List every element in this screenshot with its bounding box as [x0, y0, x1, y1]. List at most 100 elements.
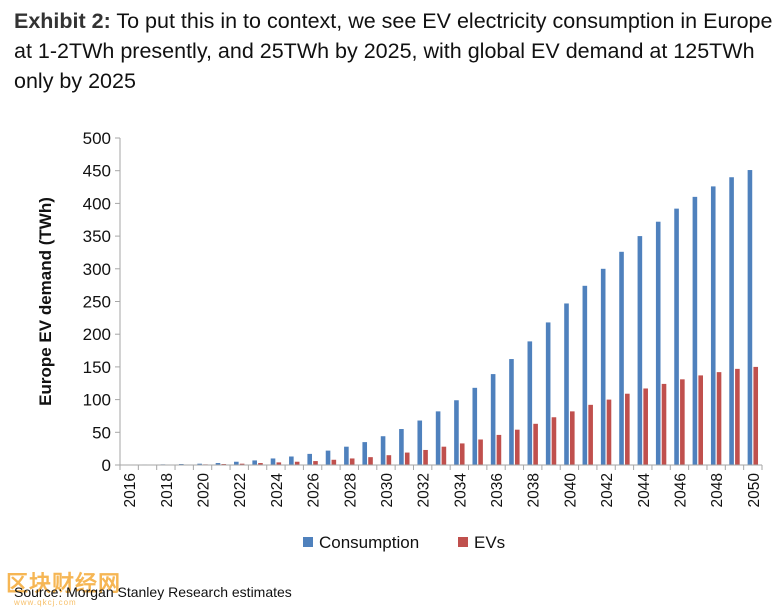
bar-evs-2029	[368, 457, 373, 465]
y-tick-label: 500	[83, 129, 111, 148]
bar-evs-2030	[386, 455, 392, 465]
bar-consumption-2033	[435, 411, 441, 465]
bar-evs-2027	[331, 459, 337, 465]
y-tick-label: 200	[83, 325, 111, 344]
x-tick-label-2038: 2038	[526, 473, 543, 507]
bar-evs-2045	[661, 383, 667, 465]
bar-consumption-2048	[710, 186, 716, 465]
bar-evs-2032	[423, 449, 428, 465]
bar-consumption-2038	[527, 341, 533, 465]
bar-consumption-2026	[307, 453, 312, 465]
bar-consumption-2040	[564, 303, 569, 465]
x-tick-label-2018: 2018	[159, 473, 176, 507]
bar-evs-2044	[643, 388, 648, 465]
bar-consumption-2037	[509, 359, 514, 465]
legend-evs-label: EVs	[474, 533, 505, 552]
bar-consumption-2025	[289, 456, 294, 465]
x-tick-label-2030: 2030	[379, 473, 396, 508]
bar-consumption-2032	[417, 420, 423, 465]
bar-evs-2031	[404, 452, 410, 465]
bar-evs-2026	[313, 461, 318, 465]
bar-evs-2022	[239, 463, 245, 465]
bar-consumption-2035	[472, 387, 478, 465]
bar-evs-2033	[441, 446, 447, 465]
bar-consumption-2047	[692, 196, 698, 466]
bar-consumption-2027	[325, 450, 331, 465]
x-tick-label-2042: 2042	[599, 473, 616, 507]
legend-evs-swatch	[458, 537, 468, 547]
y-tick-label: 0	[102, 456, 111, 475]
bar-evs-2049	[735, 368, 740, 465]
bar-consumption-2029	[362, 442, 368, 465]
bar-consumption-2043	[619, 251, 624, 465]
y-tick-label: 350	[83, 227, 111, 246]
exhibit-label: Exhibit 2:	[14, 9, 111, 33]
y-tick-label: 450	[83, 162, 111, 181]
bar-consumption-2045	[655, 221, 661, 465]
bar-evs-2042	[606, 399, 612, 465]
source-note: Source: Morgan Stanley Research estimate…	[14, 584, 292, 600]
bar-consumption-2030	[380, 436, 386, 465]
y-tick-label: 100	[83, 391, 111, 410]
bar-evs-2043	[625, 393, 630, 465]
x-tick-label-2034: 2034	[452, 473, 469, 508]
bar-evs-2039	[551, 417, 557, 465]
bar-consumption-2031	[399, 429, 404, 465]
bar-consumption-2041	[582, 285, 588, 465]
bar-evs-2048	[716, 372, 722, 465]
exhibit-title: Exhibit 2: To put this in to context, we…	[14, 6, 776, 96]
bar-evs-2046	[680, 379, 685, 465]
bar-evs-2024	[276, 462, 282, 465]
y-tick-label: 400	[83, 194, 111, 213]
bar-evs-2023	[258, 463, 263, 465]
y-tick-label: 50	[92, 423, 111, 442]
bar-consumption-2020	[197, 463, 202, 465]
bar-evs-2025	[294, 461, 300, 465]
bar-consumption-2049	[729, 177, 734, 466]
x-tick-label-2036: 2036	[489, 473, 506, 507]
x-tick-label-2032: 2032	[416, 473, 433, 507]
x-tick-label-2040: 2040	[562, 473, 579, 508]
x-tick-label-2028: 2028	[342, 473, 359, 507]
y-axis-title: Europe EV demand (TWh)	[36, 197, 55, 406]
bar-consumption-2024	[270, 458, 276, 465]
bar-consumption-2050	[747, 170, 753, 465]
bar-consumption-2022	[234, 461, 239, 465]
bar-evs-2034	[459, 443, 465, 465]
bar-evs-2037	[514, 429, 520, 465]
x-tick-label-2050: 2050	[746, 473, 763, 508]
y-tick-label: 250	[83, 293, 111, 312]
bar-consumption-2042	[600, 268, 606, 465]
x-tick-label-2048: 2048	[709, 473, 726, 507]
legend-consumption-swatch	[303, 537, 313, 547]
bar-evs-2041	[588, 404, 593, 465]
exhibit-description: To put this in to context, we see EV ele…	[14, 9, 773, 93]
x-tick-label-2044: 2044	[636, 473, 653, 508]
bar-evs-2028	[349, 458, 355, 465]
x-tick-label-2046: 2046	[672, 473, 689, 507]
bar-consumption-2046	[674, 208, 679, 465]
x-tick-label-2026: 2026	[306, 473, 323, 507]
bar-evs-2038	[533, 423, 538, 465]
x-tick-label-2022: 2022	[232, 473, 249, 507]
bar-consumption-2021	[215, 463, 221, 465]
watermark-url: www.qkcj.com	[14, 598, 77, 607]
bar-consumption-2039	[545, 322, 551, 465]
watermark-logo: 区块财经网	[6, 571, 122, 596]
x-tick-label-2016: 2016	[122, 473, 139, 507]
bar-consumption-2044	[637, 236, 643, 465]
bar-consumption-2036	[490, 374, 496, 465]
bar-evs-2040	[570, 411, 575, 465]
y-tick-label: 150	[83, 358, 111, 377]
x-tick-label-2024: 2024	[269, 473, 286, 508]
bar-evs-2047	[698, 375, 703, 465]
bar-evs-2035	[478, 439, 483, 465]
bar-consumption-2034	[454, 400, 459, 465]
legend-consumption-label: Consumption	[319, 533, 419, 552]
x-tick-label-2020: 2020	[196, 473, 213, 508]
bar-evs-2050	[753, 366, 759, 465]
y-tick-label: 300	[83, 260, 111, 279]
bar-consumption-2023	[252, 460, 257, 465]
bar-consumption-2028	[344, 446, 349, 465]
